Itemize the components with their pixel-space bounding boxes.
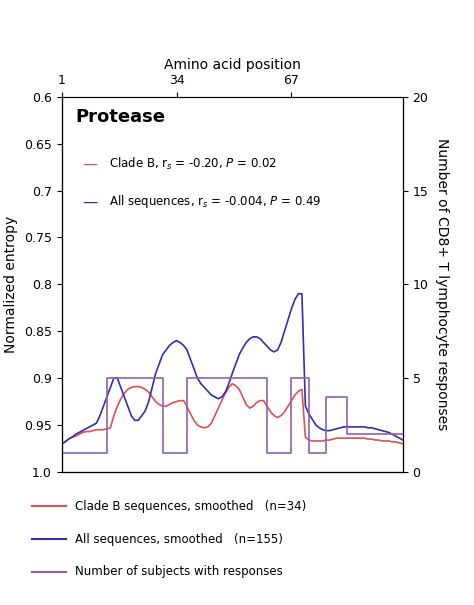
Text: All sequences, smoothed   (n=155): All sequences, smoothed (n=155) [75, 532, 283, 546]
Text: Number of subjects with responses: Number of subjects with responses [75, 565, 283, 578]
Y-axis label: Number of CD8+ T lymphocyte responses: Number of CD8+ T lymphocyte responses [435, 138, 449, 431]
Text: Protease: Protease [75, 108, 165, 126]
Text: —: — [82, 157, 97, 172]
X-axis label: Amino acid position: Amino acid position [164, 57, 301, 71]
Text: Clade B sequences, smoothed   (n=34): Clade B sequences, smoothed (n=34) [75, 500, 306, 513]
Text: Clade B, r$_s$ = -0.20, $P$ = 0.02: Clade B, r$_s$ = -0.20, $P$ = 0.02 [109, 156, 278, 172]
Text: All sequences, r$_s$ = -0.004, $P$ = 0.49: All sequences, r$_s$ = -0.004, $P$ = 0.4… [109, 194, 322, 211]
Text: —: — [82, 194, 97, 209]
Y-axis label: Normalized entropy: Normalized entropy [4, 216, 18, 353]
